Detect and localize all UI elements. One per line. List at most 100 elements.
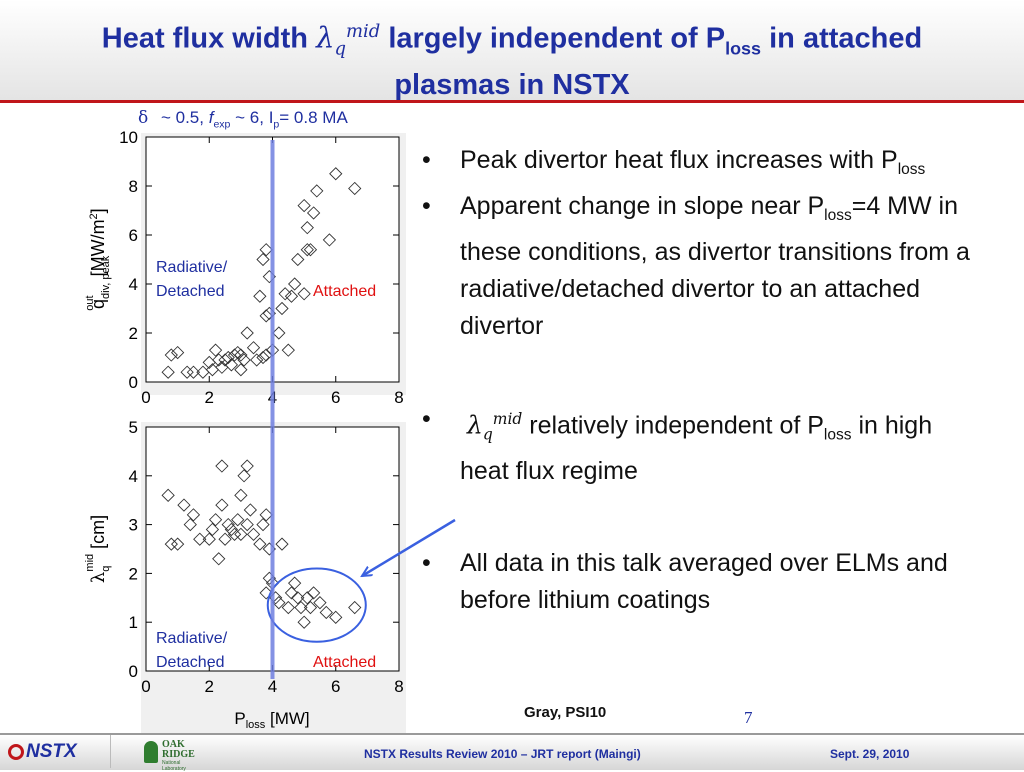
y-tick-label: 5 [129,418,138,437]
data-point [306,586,321,600]
data-point [161,365,175,379]
footer-bar: NSTX OAK RIDGE National Laboratory NSTX … [0,733,1024,772]
x-axis-label: Ploss [MW] [234,709,309,731]
data-point [297,287,311,301]
data-point [205,522,220,537]
plasma-conditions: δ ~ 0.5, fexp ~ 6, Ip= 0.8 MA [138,108,348,131]
data-point [253,289,267,303]
y-tick-label: 1 [129,613,138,632]
data-point [348,181,362,196]
data-point [237,353,251,367]
data-point [272,596,286,610]
ylabel-unit-sup: 2 [88,213,100,219]
ylabel-sub: q [100,566,112,572]
data-point [256,517,270,532]
data-point [221,517,235,532]
data-point [275,537,289,551]
chart-panel-bottom: 0 2 4 6 8 0 1 2 3 4 5 Radiative/Detached Attached λqm… [84,418,406,733]
ylabel-sup: out [84,295,96,310]
y-tick-label: 4 [129,467,138,486]
data-point [240,326,254,340]
credit-label: Gray, PSI10 [524,704,607,721]
data-point [288,576,302,590]
bullet-glyph: • [422,192,431,220]
page-number: 7 [744,708,753,727]
y-tick-label: 10 [119,128,138,147]
data-point [322,233,337,247]
radiative-label: Radiative/ [156,259,228,276]
oak-ridge-logo: OAK RIDGE National Laboratory [144,737,195,772]
data-point [300,243,314,257]
data-point [329,167,343,181]
ylabel-sup: mid [84,554,96,572]
data-point [259,309,273,323]
bullet-list: • Peak divertor heat flux increases with… [422,142,982,619]
data-point [256,252,270,267]
data-point [170,537,185,551]
data-point [259,586,273,600]
x-tick-label: 6 [331,388,340,407]
bullet-peak-heat-flux: • Peak divertor heat flux increases with… [422,142,982,188]
data-point [234,363,248,377]
data-point [177,498,191,512]
annotation-arrow [362,518,456,576]
radiative-label: Radiative/ [156,630,228,647]
detached-label: Detached [156,654,225,671]
ylabel-sub: div, peak [100,255,112,299]
ylabel-unit: [MW/m [88,219,108,281]
ylabel-q: q [88,299,108,309]
xlabel-p: P [234,709,245,728]
data-point [310,184,324,198]
data-point [256,350,270,365]
delta-symbol: δ [138,108,149,128]
data-point [259,508,273,522]
footer-date: Sept. 29, 2010 [830,747,910,761]
x-tick-label: 0 [141,388,150,407]
data-point [300,221,314,235]
y-tick-label: 0 [129,373,138,392]
data-point [231,345,245,360]
data-point [170,345,185,360]
y-tick-label: 3 [129,516,138,535]
data-point [303,243,318,257]
ylabel-unit: [cm] [88,515,108,554]
y-tick-label: 0 [129,662,138,681]
data-point [234,527,248,541]
y-tick-label: 6 [129,226,138,245]
bullet-glyph: • [422,549,431,578]
data-point [300,591,314,605]
data-point [303,600,318,615]
ylabel-unit-close: ] [88,208,108,213]
bullet-glyph: • [422,405,431,433]
y-tick-label: 8 [129,177,138,196]
attached-highlight-ellipse [266,567,367,643]
data-point [161,488,175,502]
data-point [284,586,299,600]
y-axis-label: qdiv, peak out [MW/m2] [84,208,112,310]
data-point [272,326,286,340]
data-point [250,353,264,367]
data-point [291,591,305,605]
lambda-symbol: λ [316,20,335,55]
data-point [234,488,248,502]
data-point [348,600,362,615]
data-point [278,287,292,301]
data-point [297,198,311,213]
x-tick-label: 2 [205,677,214,696]
x-tick-label: 8 [394,677,403,696]
nstx-ring-icon [8,744,24,760]
nstx-logo: NSTX [8,741,77,763]
data-point [237,469,251,483]
data-point [227,348,242,362]
data-point [240,459,254,473]
x-tick-label: 8 [394,388,403,407]
data-point [291,252,305,267]
y-tick-label: 2 [129,324,138,343]
data-point [164,537,178,551]
data-point [246,341,261,355]
attached-label: Attached [313,283,376,300]
data-point [288,277,302,291]
bullet-lambda-independent: • λqmid relatively independent of Ploss … [422,401,982,490]
slide-title: Heat flux width λqmid largely independen… [101,20,923,102]
